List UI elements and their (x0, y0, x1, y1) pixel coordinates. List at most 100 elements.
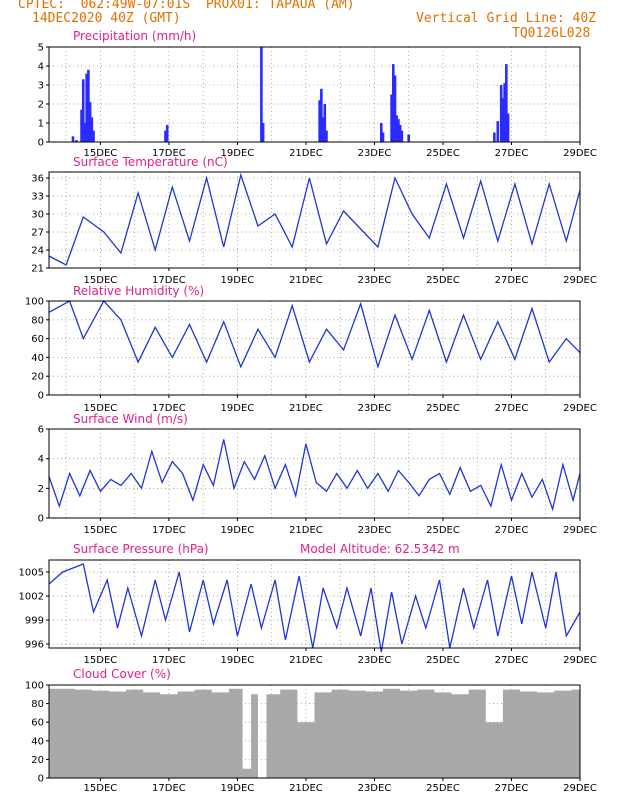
x-tick-label: 15DEC (84, 655, 118, 666)
x-tick-label: 25DEC (426, 655, 460, 666)
y-tick-label: 40 (31, 736, 44, 747)
x-tick-label: 23DEC (358, 403, 392, 414)
y-tick-label: 60 (31, 718, 44, 729)
x-tick-label: 21DEC (289, 403, 323, 414)
precip-bar (499, 85, 503, 142)
x-tick-label: 27DEC (495, 655, 529, 666)
y-tick-label: 2 (38, 484, 44, 495)
y-tick-label: 27 (31, 228, 44, 239)
x-tick-label: 15DEC (84, 403, 118, 414)
x-tick-label: 29DEC (563, 148, 597, 159)
panel-0: 0 1 2 3 4 5 15DEC 17DEC 19DEC 21DEC 23DEC 25DEC 27DE… (38, 29, 597, 159)
y-tick-label: 0 (38, 774, 44, 785)
y-tick-label: 40 (31, 353, 44, 364)
y-tick-label: 80 (31, 315, 44, 326)
plot-frame (48, 171, 581, 269)
x-tick-label: 25DEC (426, 783, 460, 794)
precip-bar (380, 123, 383, 142)
x-tick-label: 19DEC (221, 403, 255, 414)
x-tick-label: 15DEC (84, 783, 118, 794)
plot-frame (48, 559, 581, 649)
x-tick-label: 17DEC (152, 655, 186, 666)
precip-bar (398, 124, 402, 142)
y-tick-label: 24 (31, 246, 44, 257)
precip-bar (381, 132, 385, 142)
y-tick-label: 1002 (19, 592, 44, 603)
x-tick-label: 27DEC (495, 275, 529, 286)
y-tick-label: 999 (25, 616, 44, 627)
y-tick-label: 60 (31, 334, 44, 345)
x-tick-label: 19DEC (221, 783, 255, 794)
y-tick-label: 0 (38, 391, 44, 402)
y-tick-label: 100 (25, 297, 44, 308)
plot-frame (48, 684, 581, 779)
precip-bar (325, 130, 328, 142)
precip-bar (87, 69, 90, 142)
x-tick-label: 29DEC (563, 525, 597, 536)
x-tick-label: 21DEC (289, 525, 323, 536)
panel-2: 0 20 40 60 80 100 15DEC 17DEC 19DEC 21DEC 23DEC 25D… (25, 284, 597, 414)
series-line (48, 563, 581, 653)
precip-bar (88, 102, 92, 142)
panel-3: 0 2 4 6 15DEC 17DEC 19DEC 21DEC 23DEC 25DEC 27DEC 2… (38, 412, 597, 536)
precip-bar (260, 47, 263, 142)
y-tick-label: 2 (38, 100, 44, 111)
panel-title: Surface Pressure (hPa) (73, 542, 209, 556)
y-tick-label: 33 (31, 192, 44, 203)
precip-bar (506, 113, 510, 142)
precip-bar (397, 119, 400, 142)
precip-bar (83, 123, 87, 142)
precip-bar (321, 117, 325, 142)
plot-frame (48, 428, 581, 519)
x-tick-label: 23DEC (358, 275, 392, 286)
x-tick-label: 25DEC (426, 525, 460, 536)
panel-5: 0 20 40 60 80 100 15DEC 17DEC 19DEC 21DEC 23DEC 25D… (25, 667, 597, 794)
x-tick-label: 17DEC (152, 275, 186, 286)
x-tick-label: 21DEC (289, 148, 323, 159)
y-tick-label: 4 (38, 62, 44, 73)
x-tick-label: 29DEC (563, 783, 597, 794)
x-tick-label: 15DEC (84, 275, 118, 286)
y-tick-label: 36 (31, 174, 44, 185)
x-tick-label: 29DEC (563, 403, 597, 414)
y-tick-label: 20 (31, 755, 44, 766)
x-tick-label: 19DEC (221, 655, 255, 666)
precip-bar (75, 140, 78, 142)
precip-bar (320, 88, 323, 142)
panel-1: 21 24 27 30 33 36 15DEC 17DEC 19DEC 21DEC 23DEC 25D… (31, 155, 597, 286)
y-tick-label: 0 (38, 514, 44, 525)
precip-bar (164, 130, 167, 142)
x-tick-label: 25DEC (426, 403, 460, 414)
panel-subtitle: Model Altitude: 62.5342 m (300, 542, 460, 556)
x-tick-label: 17DEC (152, 403, 186, 414)
precip-bar (501, 98, 505, 142)
x-tick-label: 21DEC (289, 783, 323, 794)
y-tick-label: 6 (38, 425, 44, 436)
precip-bar (493, 132, 496, 142)
plot-frame (48, 46, 581, 143)
precip-bar (390, 94, 393, 142)
x-tick-label: 23DEC (358, 655, 392, 666)
y-tick-label: 1005 (19, 568, 44, 579)
cloud-cover-area (49, 688, 580, 778)
y-tick-label: 20 (31, 372, 44, 383)
x-tick-label: 29DEC (563, 655, 597, 666)
panel-title: Surface Wind (m/s) (73, 412, 188, 426)
x-tick-label: 21DEC (289, 655, 323, 666)
y-tick-label: 0 (38, 138, 44, 149)
header-code: TQ0126L028 (512, 26, 591, 41)
x-tick-label: 27DEC (495, 148, 529, 159)
precip-bar (395, 115, 399, 142)
panel-title: Cloud Cover (%) (73, 667, 171, 681)
series-line (48, 299, 581, 370)
y-tick-label: 996 (25, 640, 44, 651)
x-tick-label: 17DEC (152, 783, 186, 794)
x-tick-label: 29DEC (563, 275, 597, 286)
y-tick-label: 21 (31, 264, 44, 275)
series-line (48, 172, 581, 266)
x-tick-label: 19DEC (221, 275, 255, 286)
precip-bar (90, 117, 94, 142)
x-tick-label: 17DEC (152, 525, 186, 536)
precip-bar (81, 79, 85, 142)
